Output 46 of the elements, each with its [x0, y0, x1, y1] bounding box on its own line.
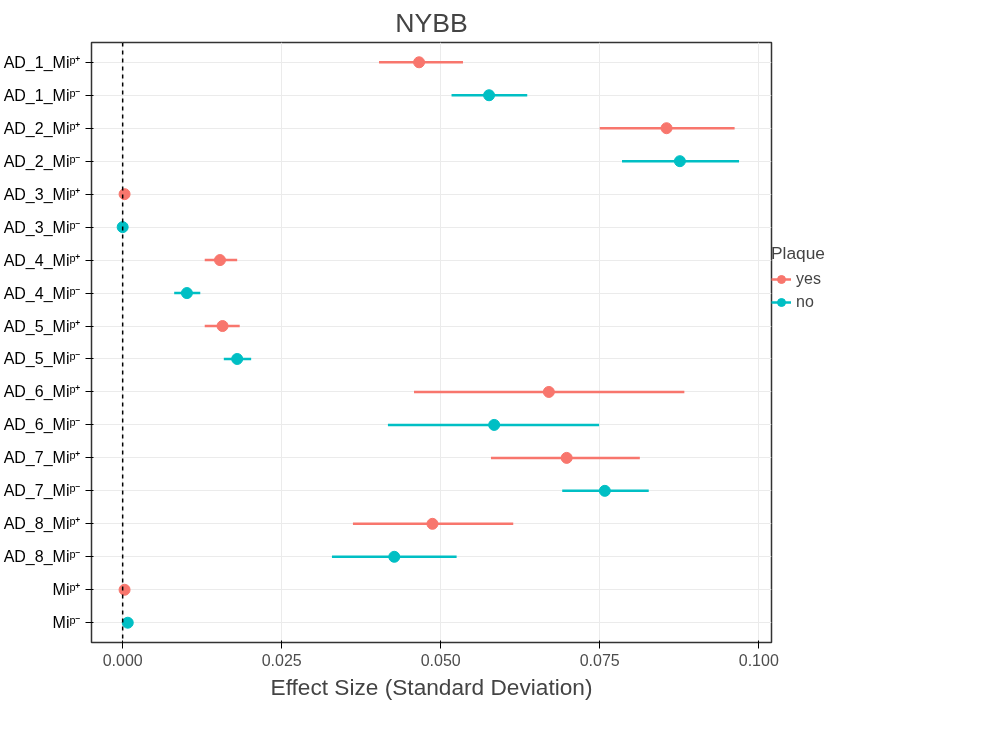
- legend-label: no: [796, 293, 815, 311]
- point: [180, 287, 193, 300]
- y-tick-label: AD_4_Miᵖ⁺: [3, 251, 81, 270]
- point: [118, 188, 131, 201]
- x-tick-label: 0.100: [738, 651, 779, 669]
- y-tick-label: AD_5_Miᵖ⁺: [3, 317, 81, 336]
- point: [542, 385, 555, 398]
- y-tick-label: AD_7_Miᵖ⁺: [3, 449, 81, 468]
- x-tick-label: 0.025: [261, 651, 302, 669]
- legend-label: yes: [796, 270, 821, 288]
- y-tick-label: AD_5_Miᵖ⁻: [3, 350, 81, 369]
- point: [426, 517, 439, 530]
- y-tick-label: AD_3_Miᵖ⁺: [3, 185, 81, 204]
- y-tick-label: AD_2_Miᵖ⁺: [3, 119, 81, 138]
- y-tick-label: AD_8_Miᵖ⁺: [3, 515, 81, 534]
- point: [560, 451, 573, 464]
- point: [598, 484, 611, 497]
- point: [116, 221, 129, 234]
- point: [488, 418, 501, 431]
- y-tick-label: AD_6_Miᵖ⁻: [3, 416, 81, 435]
- y-tick-label: AD_7_Miᵖ⁻: [3, 482, 81, 501]
- point: [660, 122, 673, 135]
- y-tick-label: Miᵖ⁺: [52, 581, 81, 599]
- y-tick-label: Miᵖ⁻: [52, 614, 81, 632]
- point: [231, 352, 244, 365]
- point: [121, 616, 134, 629]
- point: [388, 550, 401, 563]
- y-tick-label: AD_2_Miᵖ⁻: [3, 152, 81, 171]
- point: [216, 320, 229, 333]
- legend-title: Plaque: [771, 243, 825, 264]
- x-tick-label: 0.000: [102, 651, 143, 669]
- x-tick-label: 0.050: [420, 651, 461, 669]
- y-tick-label: AD_1_Miᵖ⁺: [3, 53, 81, 72]
- y-tick-label: AD_1_Miᵖ⁻: [3, 86, 81, 105]
- x-tick-label: 0.075: [579, 651, 620, 669]
- y-tick-label: AD_8_Miᵖ⁻: [3, 548, 81, 567]
- point: [483, 89, 496, 102]
- point: [118, 583, 131, 596]
- point: [673, 155, 686, 168]
- chart-title: NYBB: [395, 7, 468, 38]
- y-tick-label: AD_4_Miᵖ⁻: [3, 284, 81, 303]
- x-axis-title: Effect Size (Standard Deviation): [270, 673, 593, 700]
- y-tick-label: AD_6_Miᵖ⁺: [3, 383, 81, 402]
- point: [213, 254, 226, 267]
- y-tick-label: AD_3_Miᵖ⁻: [3, 218, 81, 237]
- point: [413, 56, 426, 69]
